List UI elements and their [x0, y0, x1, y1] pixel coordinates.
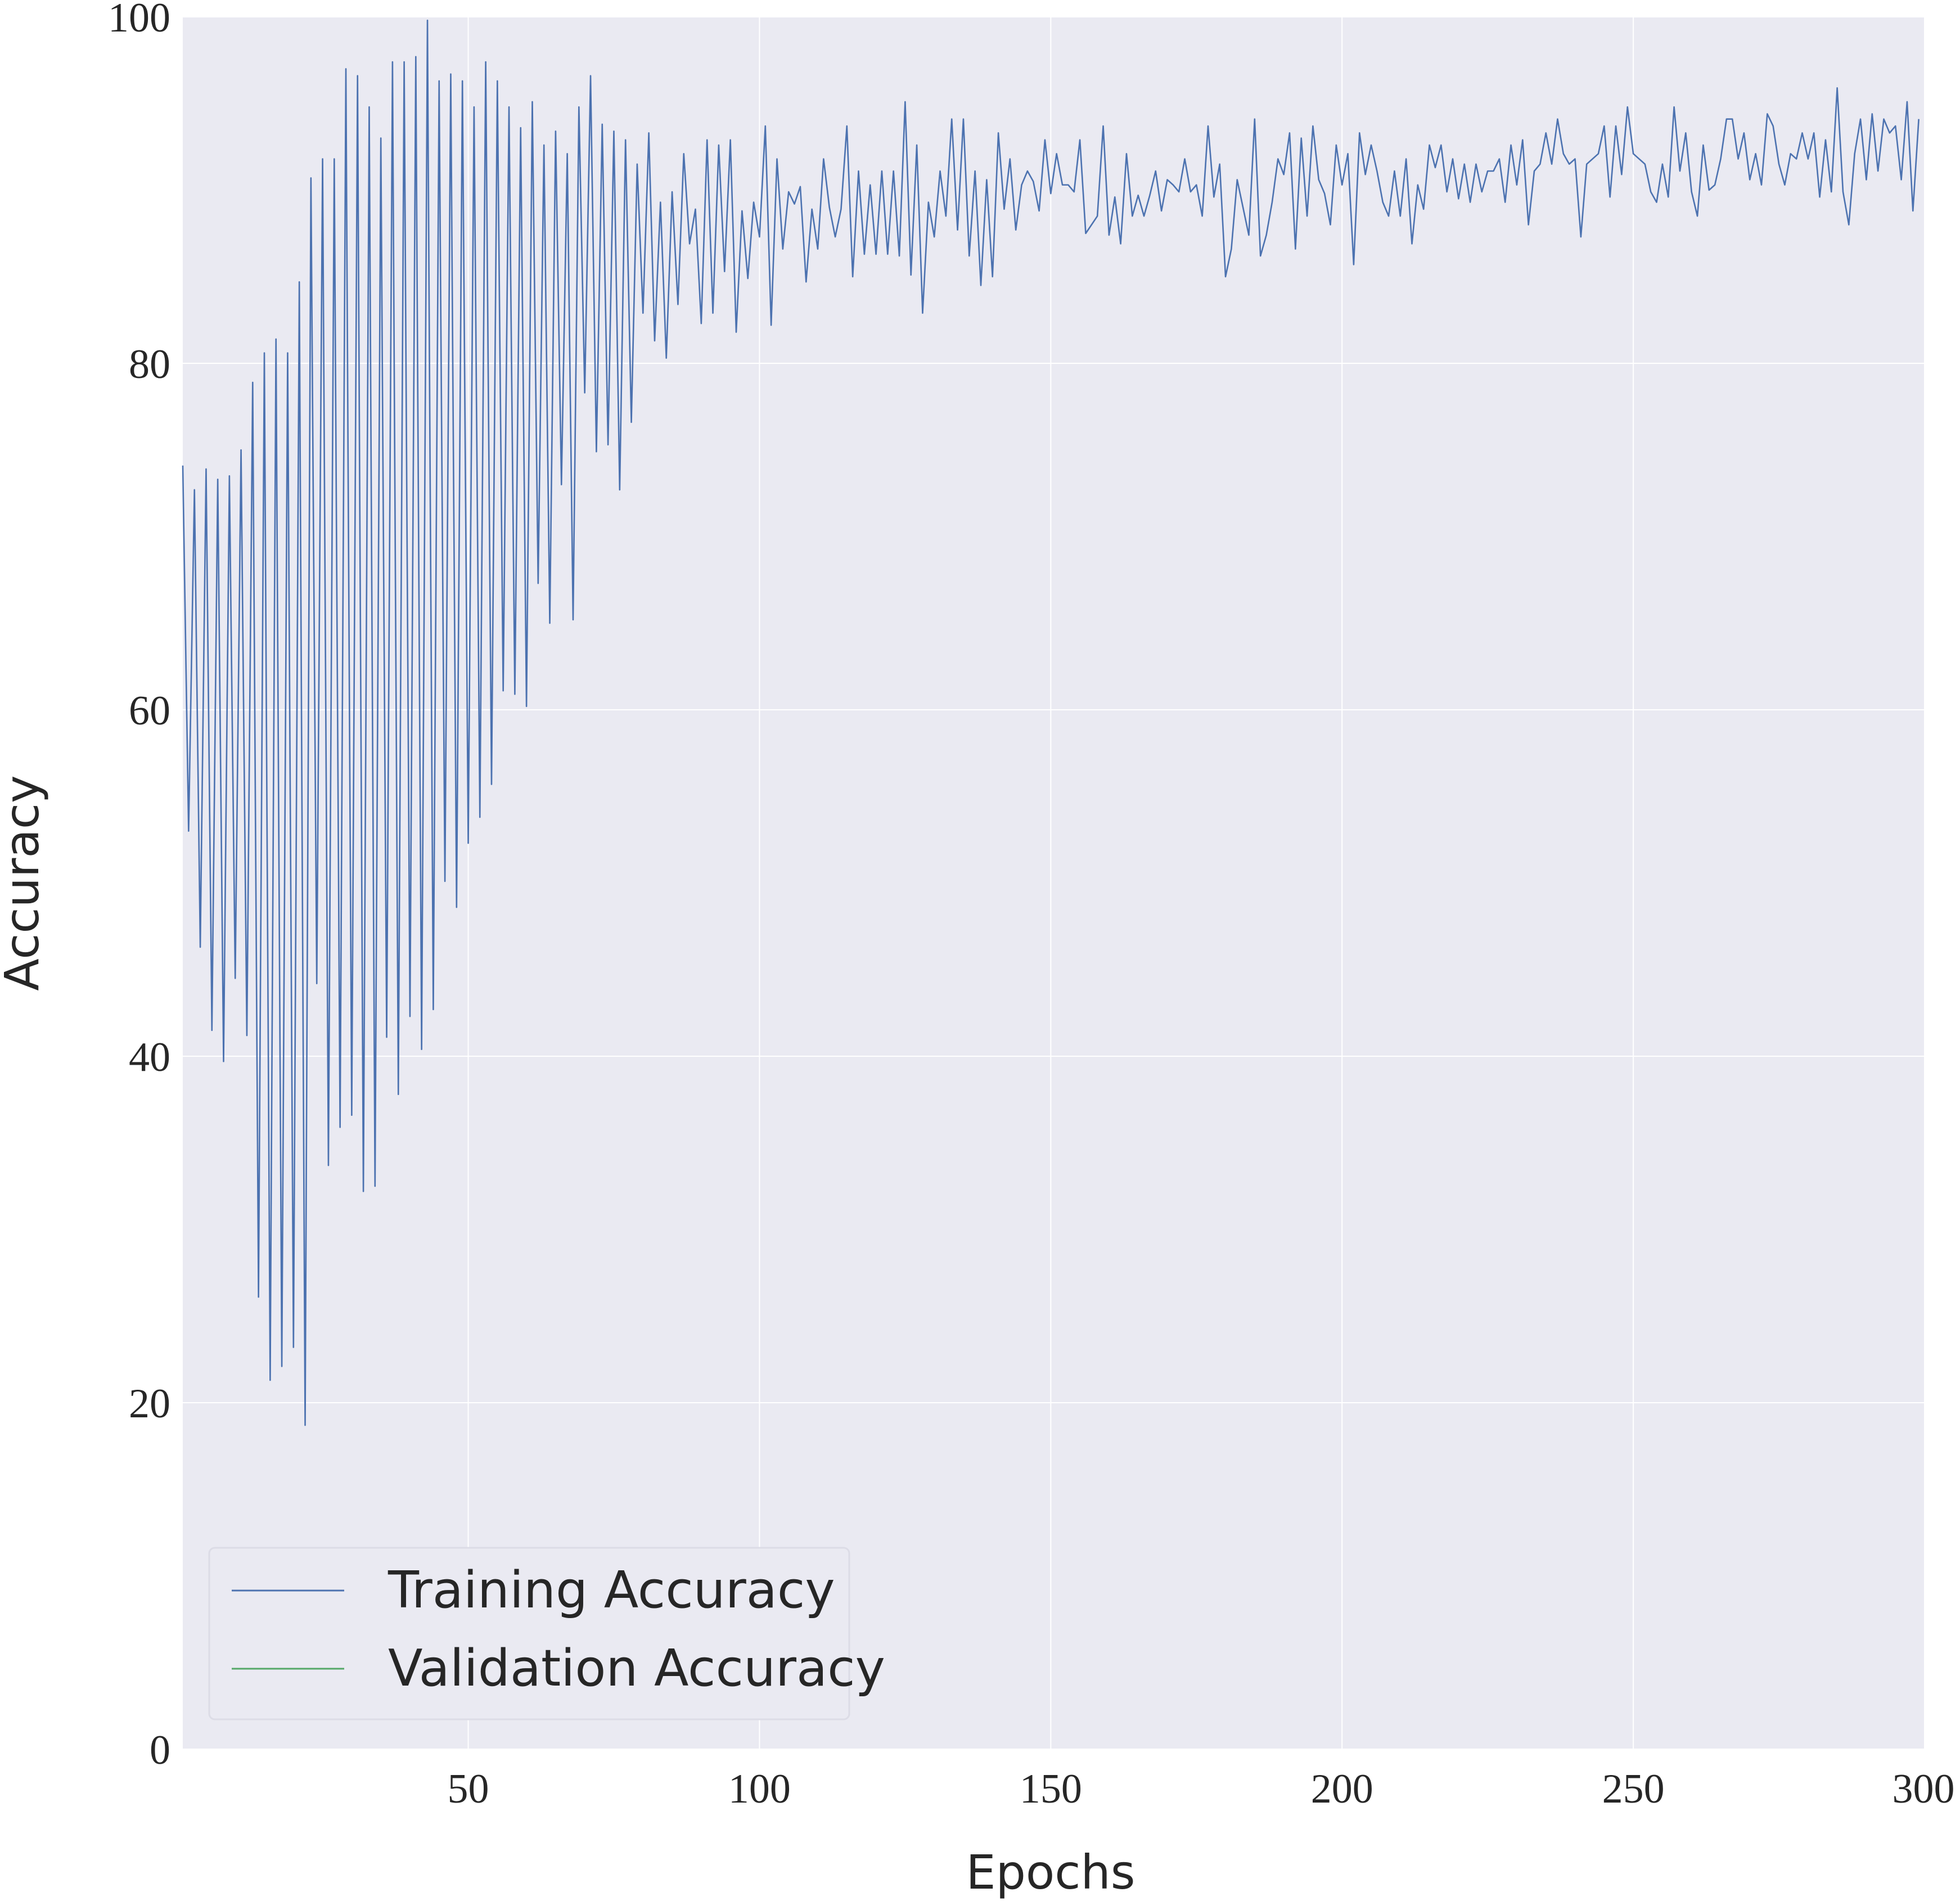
- y-tick-label: 100: [108, 0, 170, 41]
- y-tick-label: 0: [150, 1727, 170, 1773]
- series-lines: [182, 19, 1920, 1426]
- y-tick-label: 60: [129, 688, 170, 734]
- y-tick-label: 80: [129, 341, 170, 388]
- y-tick-label: 40: [129, 1034, 170, 1080]
- x-axis-label: Epochs: [966, 1845, 1136, 1900]
- legend: Training Accuracy Validation Accuracy: [208, 1547, 885, 1720]
- legend-label-validation: Validation Accuracy: [388, 1639, 885, 1698]
- legend-label-training: Training Accuracy: [388, 1561, 835, 1620]
- x-tick-label: 50: [448, 1766, 489, 1812]
- plot-area: [183, 17, 1925, 1749]
- x-tick-label: 150: [1020, 1766, 1082, 1812]
- x-tick-label: 200: [1311, 1766, 1373, 1812]
- x-tick-label: 300: [1893, 1766, 1955, 1812]
- grid-lines: [183, 16, 1925, 1750]
- x-tick-label: 250: [1602, 1766, 1665, 1812]
- legend-box: [208, 1547, 850, 1720]
- series-line-0: [182, 19, 1920, 1426]
- tick-labels: 50 100 150 200 250 300 0 20 40 60 80 100: [108, 0, 1955, 1812]
- y-tick-label: 20: [129, 1381, 170, 1427]
- x-tick-label: 100: [728, 1766, 791, 1812]
- y-axis-label: Accuracy: [0, 775, 49, 991]
